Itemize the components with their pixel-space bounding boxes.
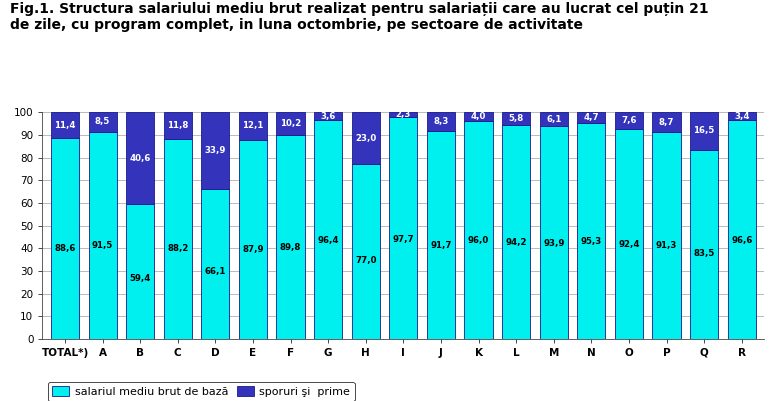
Bar	[89, 132, 117, 339]
Bar	[352, 112, 380, 164]
Text: 93,9: 93,9	[543, 239, 564, 247]
Bar	[690, 112, 718, 150]
Bar	[352, 164, 380, 339]
Text: 91,5: 91,5	[92, 241, 113, 250]
Text: 96,4: 96,4	[317, 236, 339, 245]
Text: 83,5: 83,5	[693, 249, 715, 258]
Text: 5,8: 5,8	[509, 114, 523, 124]
Text: Fig.1. Structura salariului mediu brut realizat pentru salariații care au lucrat: Fig.1. Structura salariului mediu brut r…	[10, 2, 709, 16]
Text: 12,1: 12,1	[242, 122, 264, 130]
Legend: salariul mediu brut de bază, sporuri şi  prime: salariul mediu brut de bază, sporuri şi …	[48, 382, 354, 401]
Bar	[239, 140, 267, 339]
Text: 33,9: 33,9	[205, 146, 226, 155]
Bar	[89, 112, 117, 132]
Bar	[51, 112, 79, 138]
Text: 2,3: 2,3	[396, 110, 411, 119]
Text: 6,1: 6,1	[546, 115, 561, 124]
Bar	[577, 123, 605, 339]
Text: 87,9: 87,9	[242, 245, 264, 254]
Bar	[276, 136, 305, 339]
Bar	[465, 112, 493, 122]
Bar	[427, 112, 455, 131]
Text: 91,7: 91,7	[430, 241, 452, 250]
Text: 8,3: 8,3	[433, 117, 449, 126]
Text: 7,6: 7,6	[621, 116, 637, 126]
Text: 3,6: 3,6	[320, 112, 336, 121]
Text: 96,0: 96,0	[468, 237, 489, 245]
Bar	[728, 120, 756, 339]
Text: 4,0: 4,0	[471, 112, 486, 122]
Text: 92,4: 92,4	[618, 240, 640, 249]
Bar	[652, 132, 681, 339]
Text: 8,5: 8,5	[95, 117, 110, 126]
Bar	[389, 117, 418, 339]
Text: 40,6: 40,6	[130, 154, 151, 163]
Text: 4,7: 4,7	[584, 113, 599, 122]
Text: 77,0: 77,0	[355, 256, 377, 265]
Text: 8,7: 8,7	[659, 117, 674, 127]
Bar	[540, 126, 568, 339]
Bar	[465, 122, 493, 339]
Bar	[389, 112, 418, 117]
Bar	[276, 112, 305, 136]
Text: 10,2: 10,2	[280, 119, 301, 128]
Bar	[615, 112, 643, 130]
Bar	[201, 112, 229, 189]
Text: 91,3: 91,3	[656, 241, 677, 250]
Text: 94,2: 94,2	[506, 238, 527, 247]
Bar	[51, 138, 79, 339]
Text: de zile, cu program complet, in luna octombrie, pe sectoare de activitate: de zile, cu program complet, in luna oct…	[10, 18, 583, 32]
Bar	[126, 112, 154, 204]
Bar	[164, 112, 192, 139]
Bar	[502, 126, 530, 339]
Text: 11,4: 11,4	[54, 121, 76, 130]
Text: 23,0: 23,0	[355, 134, 377, 143]
Text: 66,1: 66,1	[205, 267, 226, 276]
Bar	[314, 120, 342, 339]
Text: 89,8: 89,8	[280, 243, 301, 252]
Bar	[164, 139, 192, 339]
Bar	[201, 189, 229, 339]
Text: 88,2: 88,2	[167, 245, 188, 253]
Bar	[690, 150, 718, 339]
Text: 3,4: 3,4	[734, 111, 750, 121]
Text: 11,8: 11,8	[167, 121, 188, 130]
Bar	[540, 112, 568, 126]
Text: 16,5: 16,5	[693, 126, 715, 136]
Bar	[652, 112, 681, 132]
Bar	[239, 112, 267, 140]
Bar	[577, 112, 605, 123]
Text: 88,6: 88,6	[54, 244, 76, 253]
Bar	[126, 204, 154, 339]
Text: 59,4: 59,4	[130, 274, 151, 283]
Bar	[615, 130, 643, 339]
Text: 97,7: 97,7	[392, 235, 415, 244]
Bar	[314, 112, 342, 120]
Bar	[728, 112, 756, 120]
Text: 96,6: 96,6	[731, 236, 753, 245]
Text: 95,3: 95,3	[581, 237, 602, 246]
Bar	[427, 131, 455, 339]
Bar	[502, 112, 530, 126]
